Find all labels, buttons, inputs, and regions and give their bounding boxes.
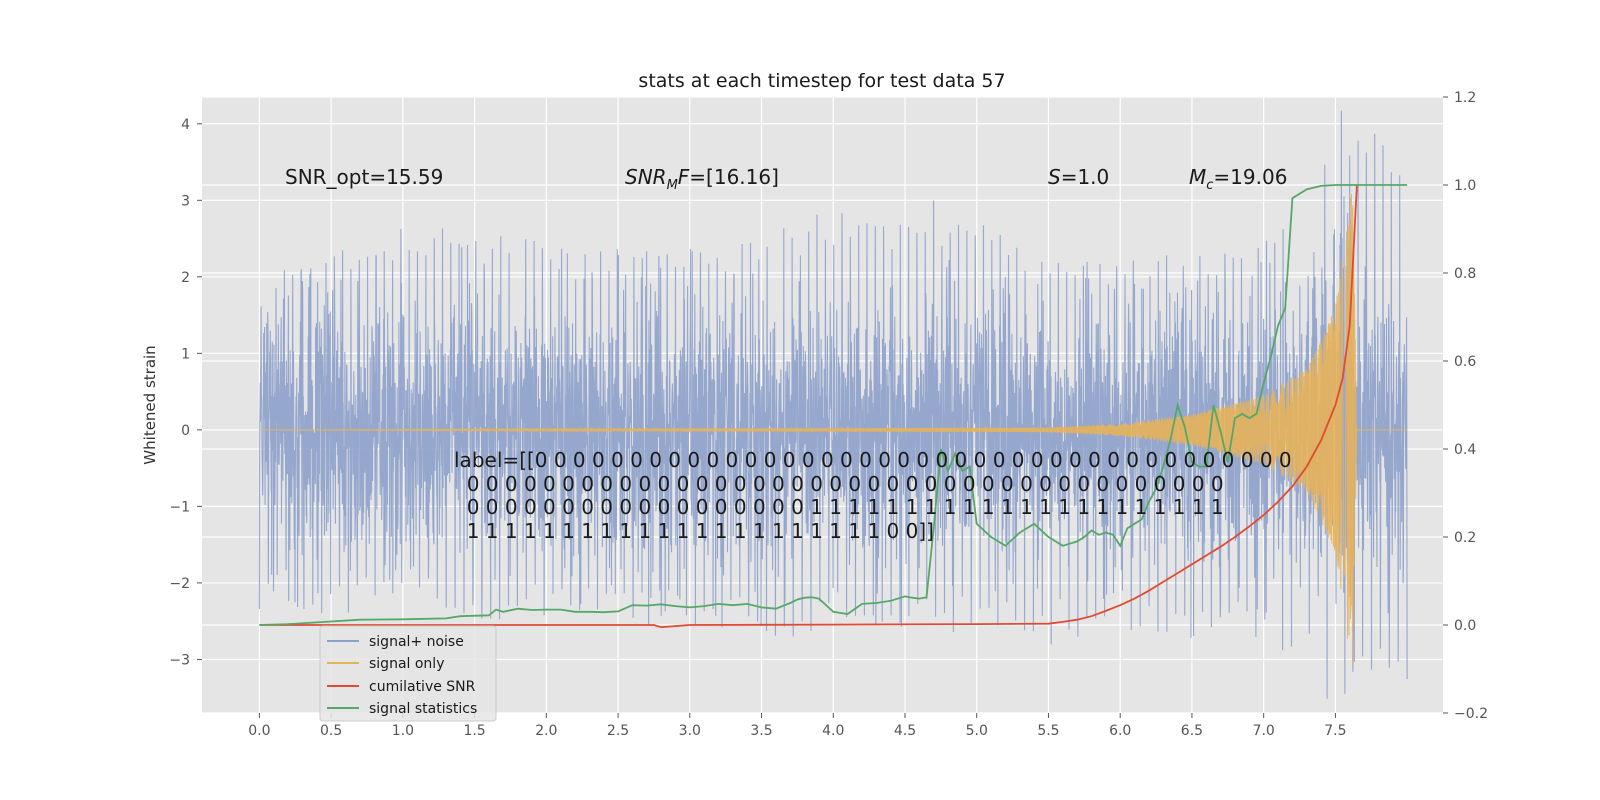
- y-tick-label: 1: [181, 346, 190, 362]
- s-value: =1.0: [1061, 165, 1110, 189]
- y2-tick-label: 1.0: [1454, 178, 1476, 194]
- series-cumulative-snr-line: [259, 184, 1358, 629]
- snr-mf-value: =[16.16]: [689, 165, 779, 189]
- x-tick-label: 7.0: [1253, 723, 1275, 739]
- annotation-s: S=1.0: [1048, 165, 1109, 189]
- y-tick-label: 4: [181, 117, 190, 133]
- y-tick-label: −2: [169, 576, 190, 592]
- label-line-3: 0 0 0 0 0 0 0 0 0 0 0 0 0 0 0 0 0 0 1 1 …: [454, 495, 1224, 519]
- legend-box: [319, 625, 497, 722]
- legend-label-cumulative-snr: cumilative SNR: [369, 679, 476, 695]
- annotation-snr-opt: SNR_opt=15.59: [285, 165, 443, 189]
- y2-tick-label: 0.8: [1454, 266, 1476, 282]
- series-signal-only-line: [259, 193, 1408, 665]
- y2-tick-label: 0.0: [1454, 618, 1476, 634]
- y2-tick-label: 0.4: [1454, 442, 1476, 458]
- x-tick-label: 3.0: [679, 723, 701, 739]
- x-tick-label: 2.5: [607, 723, 629, 739]
- label-line-4: 1 1 1 1 1 1 1 1 1 1 1 1 1 1 1 1 1 1 1 1 …: [454, 519, 934, 543]
- annotation-snr-mf: SNRMF=[16.16]: [625, 165, 779, 193]
- y2-tick-label: 1.2: [1454, 90, 1476, 106]
- chart-title: stats at each timestep for test data 57: [638, 70, 1005, 92]
- y-axis-label: Whitened strain: [141, 345, 159, 464]
- annotations: SNR_opt=15.59 SNRMF=[16.16] S=1.0 Mc=19.…: [285, 165, 1287, 193]
- legend-label-signal-noise: signal+ noise: [369, 634, 464, 650]
- label-array-text: label=[[0 0 0 0 0 0 0 0 0 0 0 0 0 0 0 0 …: [454, 448, 1292, 543]
- label-line-2: 0 0 0 0 0 0 0 0 0 0 0 0 0 0 0 0 0 0 0 0 …: [454, 472, 1224, 496]
- mc-subscript: c: [1206, 178, 1213, 193]
- x-tick-label: 6.0: [1109, 723, 1131, 739]
- y-tick-label: −3: [169, 652, 190, 668]
- x-tick-label: 2.0: [535, 723, 557, 739]
- legend: signal+ noise signal only cumilative SNR…: [319, 625, 497, 722]
- x-tick-label: 5.5: [1037, 723, 1059, 739]
- x-tick-label: 1.0: [392, 723, 414, 739]
- legend-label-signal-only: signal only: [369, 656, 444, 672]
- x-tick-label: 3.5: [750, 723, 772, 739]
- s-symbol: S: [1048, 165, 1061, 189]
- mc-value: =19.06: [1213, 165, 1287, 189]
- x-tick-label: 6.5: [1181, 723, 1203, 739]
- y2-tick-label: 0.6: [1454, 354, 1476, 370]
- x-tick-label: 4.0: [822, 723, 844, 739]
- y-tick-label: 2: [181, 270, 190, 286]
- mc-symbol: M: [1189, 165, 1206, 189]
- series-layer: [258, 110, 1408, 699]
- x-tick-label: 0.0: [248, 723, 270, 739]
- x-tick-label: 1.5: [463, 723, 485, 739]
- snr-mf-value-f: F: [678, 165, 690, 189]
- legend-label-signal-statistics: signal statistics: [369, 701, 477, 717]
- annotation-mc: Mc=19.06: [1189, 165, 1287, 193]
- y2-tick-label: 0.2: [1454, 530, 1476, 546]
- label-line-1: label=[[0 0 0 0 0 0 0 0 0 0 0 0 0 0 0 0 …: [454, 448, 1292, 472]
- x-tick-label: 7.5: [1324, 723, 1346, 739]
- x-tick-label: 5.0: [966, 723, 988, 739]
- x-tick-label: 0.5: [320, 723, 342, 739]
- y-tick-label: 0: [181, 423, 190, 439]
- y-tick-label: −1: [169, 499, 190, 515]
- series-signal-noise-line: [258, 110, 1408, 699]
- snr-mf-subscript: M: [667, 178, 678, 193]
- y2-tick-label: −0.2: [1454, 706, 1488, 722]
- snr-mf-symbol: SNR: [625, 165, 667, 189]
- ticks-layer: 0.0 0.5 1.0 1.5 2.0 2.5 3.0 3.5 4.0 4.5 5.0 5.5 6.0 6…: [169, 90, 1488, 739]
- series-signal-statistics-line: [259, 184, 1408, 626]
- y-tick-label: 3: [181, 193, 190, 209]
- x-tick-label: 4.5: [894, 723, 916, 739]
